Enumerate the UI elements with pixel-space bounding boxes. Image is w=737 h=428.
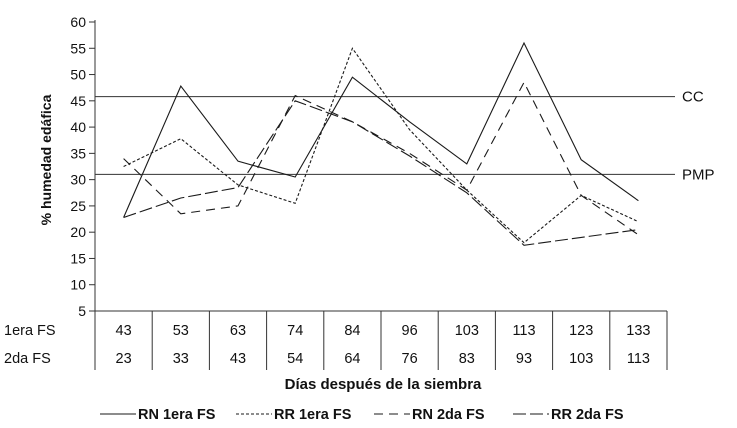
series-line — [123, 100, 639, 246]
table-cell: 43 — [116, 323, 132, 339]
y-tick-label: 15 — [70, 250, 86, 266]
legend-item-label: RR 2da FS — [551, 407, 624, 423]
table-cell: 103 — [455, 323, 479, 339]
y-tick-label: 55 — [70, 40, 86, 56]
table-row-label: 1era FS — [4, 323, 56, 339]
legend-item-label: RR 1era FS — [274, 407, 352, 423]
table-cell: 96 — [402, 323, 418, 339]
y-tick-label: 20 — [70, 224, 86, 240]
table-cell: 76 — [402, 351, 418, 367]
legend-item-label: RN 1era FS — [138, 407, 216, 423]
y-tick-label: 35 — [70, 145, 86, 161]
series-line — [123, 41, 639, 218]
series-lines — [123, 41, 639, 246]
x-axis-table: 1era FS 43 53 63 74 84 96 103 113 123 133 2da FS 23 3… — [4, 310, 668, 370]
series-line — [123, 47, 639, 244]
table-cell: 64 — [344, 351, 360, 367]
y-tick-label: 25 — [70, 198, 86, 214]
table-cell: 54 — [287, 351, 303, 367]
table-cell: 43 — [230, 351, 246, 367]
y-tick-label: 60 — [70, 14, 86, 30]
x-axis-label: Días después de la siembra — [285, 376, 482, 393]
table-cell: 53 — [173, 323, 189, 339]
table-cell: 113 — [512, 323, 535, 339]
y-axis: 5 10 15 20 25 30 35 40 45 50 55 60 — [70, 14, 96, 370]
table-cell: 103 — [569, 351, 593, 367]
reference-line-label: PMP — [682, 166, 715, 183]
table-row-label: 2da FS — [4, 351, 51, 367]
table-cell: 74 — [287, 323, 303, 339]
y-tick-label: 30 — [70, 172, 86, 188]
legend: RN 1era FS RR 1era FS RN 2da FS RR 2da FS — [100, 407, 624, 423]
series-line — [123, 81, 639, 236]
y-tick-label: 40 — [70, 119, 86, 135]
y-tick-label: 5 — [78, 303, 86, 319]
y-axis-label: % humedad edáfica — [38, 94, 54, 225]
table-cell: 84 — [344, 323, 360, 339]
table-cell: 113 — [627, 351, 650, 367]
table-cell: 123 — [569, 323, 593, 339]
y-tick-label: 45 — [70, 93, 86, 109]
table-cell: 23 — [116, 351, 132, 367]
reference-line-label: CC — [682, 89, 704, 106]
table-cell: 93 — [516, 351, 532, 367]
table-cell: 83 — [459, 351, 475, 367]
y-tick-label: 10 — [70, 277, 86, 293]
table-cell: 133 — [626, 323, 650, 339]
legend-item-label: RN 2da FS — [412, 407, 485, 423]
table-cell: 33 — [173, 351, 189, 367]
table-cell: 63 — [230, 323, 246, 339]
y-tick-label: 50 — [70, 67, 86, 83]
reference-lines: CC PMP — [95, 89, 715, 183]
